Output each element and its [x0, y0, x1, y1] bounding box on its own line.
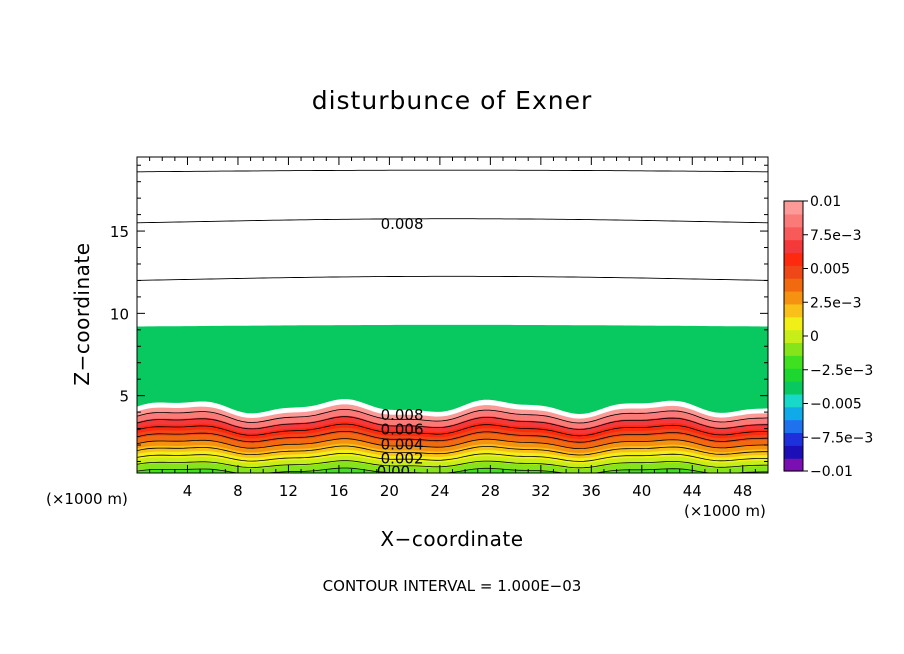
contour-interval-note: CONTOUR INTERVAL = 1.000E−03 [322, 577, 582, 595]
colorbar-swatch-1 [784, 445, 803, 459]
colorbar-swatch-5 [784, 393, 803, 408]
chart-title: disturbunce of Exner [311, 86, 593, 115]
contour-line-lower-5 [137, 431, 768, 443]
contour-line-upper-2 [137, 275, 768, 281]
colorbar-swatch-0 [784, 458, 803, 472]
colorbar-swatch-4 [784, 406, 803, 421]
contour-label-5: 0.00 [377, 463, 410, 481]
colorbar-swatch-15 [784, 265, 803, 279]
contour-line-lower-3 [137, 445, 768, 456]
colorbar-label-4: 0 [810, 329, 819, 345]
z-axis-unit: (×1000 m) [46, 490, 128, 508]
colorbar-label-3: 2.5e−3 [810, 295, 862, 311]
x-tick-label-6: 28 [481, 482, 500, 500]
upper-band-0 [135, 152, 770, 157]
colorbar-swatch-20 [784, 201, 803, 215]
x-tick-label-7: 32 [531, 482, 550, 500]
contour-line-upper-0 [137, 169, 768, 173]
x-tick-label-5: 24 [430, 482, 449, 500]
x-tick-label-2: 12 [279, 482, 298, 500]
upper-band-6 [137, 157, 768, 327]
contour-label-0: 0.008 [381, 215, 424, 233]
colorbar-swatch-7 [784, 368, 803, 382]
contour-line-lower-2 [137, 453, 768, 462]
x-tick-label-9: 40 [632, 482, 651, 500]
contour-label-2: 0.006 [381, 421, 424, 439]
contour-label-4: 0.002 [381, 449, 424, 467]
y-tick-label-2: 15 [110, 223, 129, 241]
x-tick-label-4: 20 [380, 482, 399, 500]
colorbar-label-0: 0.01 [810, 194, 841, 210]
colorbar-swatch-16 [784, 252, 803, 266]
lower-band-11 [137, 461, 768, 473]
colorbar-swatch-13 [784, 291, 803, 305]
contour-label-3: 0.004 [381, 435, 424, 453]
colorbar-swatch-3 [784, 419, 803, 434]
y-tick-label-1: 10 [110, 305, 129, 323]
colorbar-swatch-12 [784, 303, 803, 318]
contour-line-lower-1 [137, 460, 768, 469]
colorbar-swatch-10 [784, 329, 803, 344]
contour-line-lower-7 [137, 416, 768, 430]
contour-line-lower-4 [137, 438, 768, 450]
colorbar-swatch-17 [784, 239, 803, 254]
x-axis-unit: (×1000 m) [684, 502, 766, 520]
colorbar-swatch-2 [784, 432, 803, 446]
x-axis-label: X−coordinate [380, 527, 524, 551]
lower-band-13 [135, 473, 770, 479]
colorbar-swatch-19 [784, 213, 803, 228]
colorbar-swatch-18 [784, 226, 803, 241]
colorbar-swatch-9 [784, 342, 803, 356]
colorbar-swatch-6 [784, 381, 803, 395]
contour-line-lower-6 [137, 423, 768, 437]
colorbar-label-6: −0.005 [810, 397, 862, 413]
contour-line-upper-1 [137, 218, 768, 224]
y-tick-label-0: 5 [119, 388, 129, 406]
colorbar-label-8: −0.01 [810, 464, 853, 480]
contour-line-lower-8 [137, 409, 768, 424]
x-tick-label-10: 44 [683, 482, 702, 500]
colorbar-label-5: −2.5e−3 [810, 363, 873, 379]
x-tick-label-11: 48 [733, 482, 752, 500]
colorbar-label-2: 0.005 [810, 262, 850, 278]
colorbar-label-7: −7.5e−3 [810, 430, 873, 446]
colorbar-label-1: 7.5e−3 [810, 228, 862, 244]
colorbar-swatch-14 [784, 278, 803, 292]
colorbar-swatch-8 [784, 355, 803, 369]
colorbar-swatch-11 [784, 316, 803, 331]
x-tick-label-0: 4 [183, 482, 193, 500]
contour-label-1: 0.008 [381, 406, 424, 424]
x-tick-label-3: 16 [329, 482, 348, 500]
lower-band-12 [137, 468, 768, 473]
x-tick-label-8: 36 [582, 482, 601, 500]
x-tick-label-1: 8 [233, 482, 243, 500]
y-axis-label: Z−coordinate [70, 242, 94, 386]
